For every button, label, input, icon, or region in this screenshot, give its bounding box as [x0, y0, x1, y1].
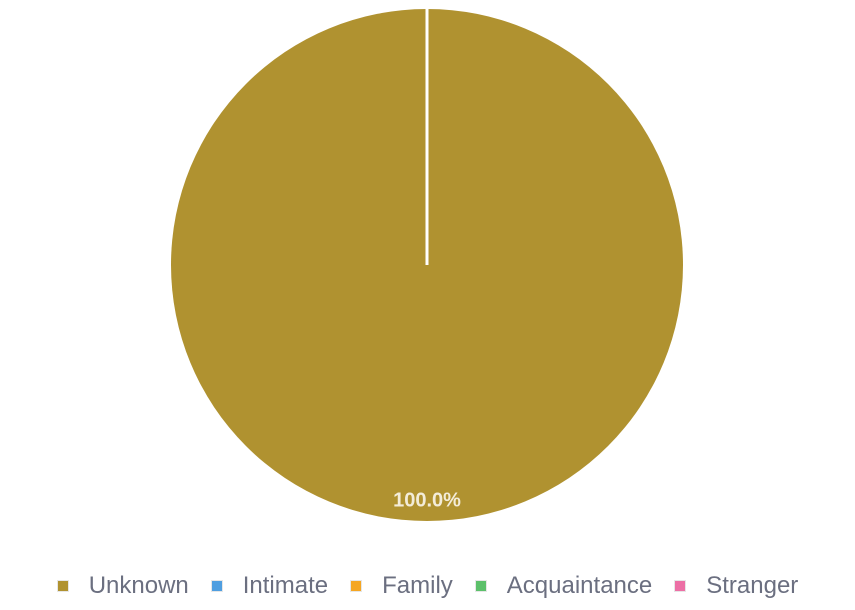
legend-item-unknown[interactable]: Unknown	[56, 572, 189, 600]
legend-label-stranger: Stranger	[706, 572, 799, 599]
legend-label-family: Family	[382, 572, 453, 599]
legend-item-family[interactable]: Family	[350, 572, 453, 600]
legend-label-intimate: Intimate	[242, 572, 329, 599]
legend-swatch-unknown	[56, 580, 69, 592]
pie-data-label-unknown: 100.0%	[393, 489, 461, 511]
legend-swatch-stranger	[674, 580, 687, 592]
legend-swatch-intimate	[210, 580, 223, 592]
legend-label-unknown: Unknown	[88, 572, 189, 599]
legend-label-acquaintance: Acquaintance	[506, 572, 653, 599]
legend-swatch-family	[350, 580, 363, 592]
legend-swatch-acquaintance	[474, 580, 487, 592]
pie-chart: 100.0%	[171, 9, 683, 521]
legend-item-intimate[interactable]: Intimate	[210, 572, 329, 600]
legend-item-stranger[interactable]: Stranger	[674, 572, 798, 600]
pie-chart-svg: 100.0%	[171, 9, 683, 521]
legend-item-acquaintance[interactable]: Acquaintance	[474, 572, 653, 600]
chart-legend: Unknown Intimate Family Acquaintance Strange…	[0, 566, 855, 606]
